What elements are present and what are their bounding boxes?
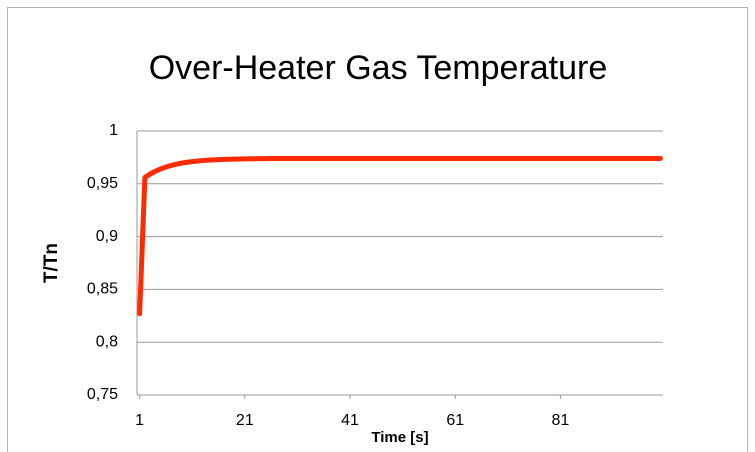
x-tick-label: 21 [236, 412, 254, 429]
y-tick-label: 0,9 [96, 228, 118, 245]
x-tick-label: 1 [135, 412, 144, 429]
chart-frame [7, 7, 748, 452]
x-tick-label: 61 [446, 412, 464, 429]
y-axis-label: T/Tn [41, 243, 62, 283]
y-tick-label: 0,8 [96, 333, 118, 350]
x-tick-label: 41 [341, 412, 359, 429]
x-tick-label: 81 [552, 412, 570, 429]
data-line [137, 155, 663, 317]
y-tick-label: 0,85 [87, 281, 118, 298]
y-tick-label: 0,95 [87, 175, 118, 192]
x-axis-label: Time [s] [371, 429, 428, 446]
y-tick-label: 0,75 [87, 386, 118, 403]
chart-title: Over-Heater Gas Temperature [149, 49, 608, 87]
y-tick-label: 1 [109, 122, 118, 139]
